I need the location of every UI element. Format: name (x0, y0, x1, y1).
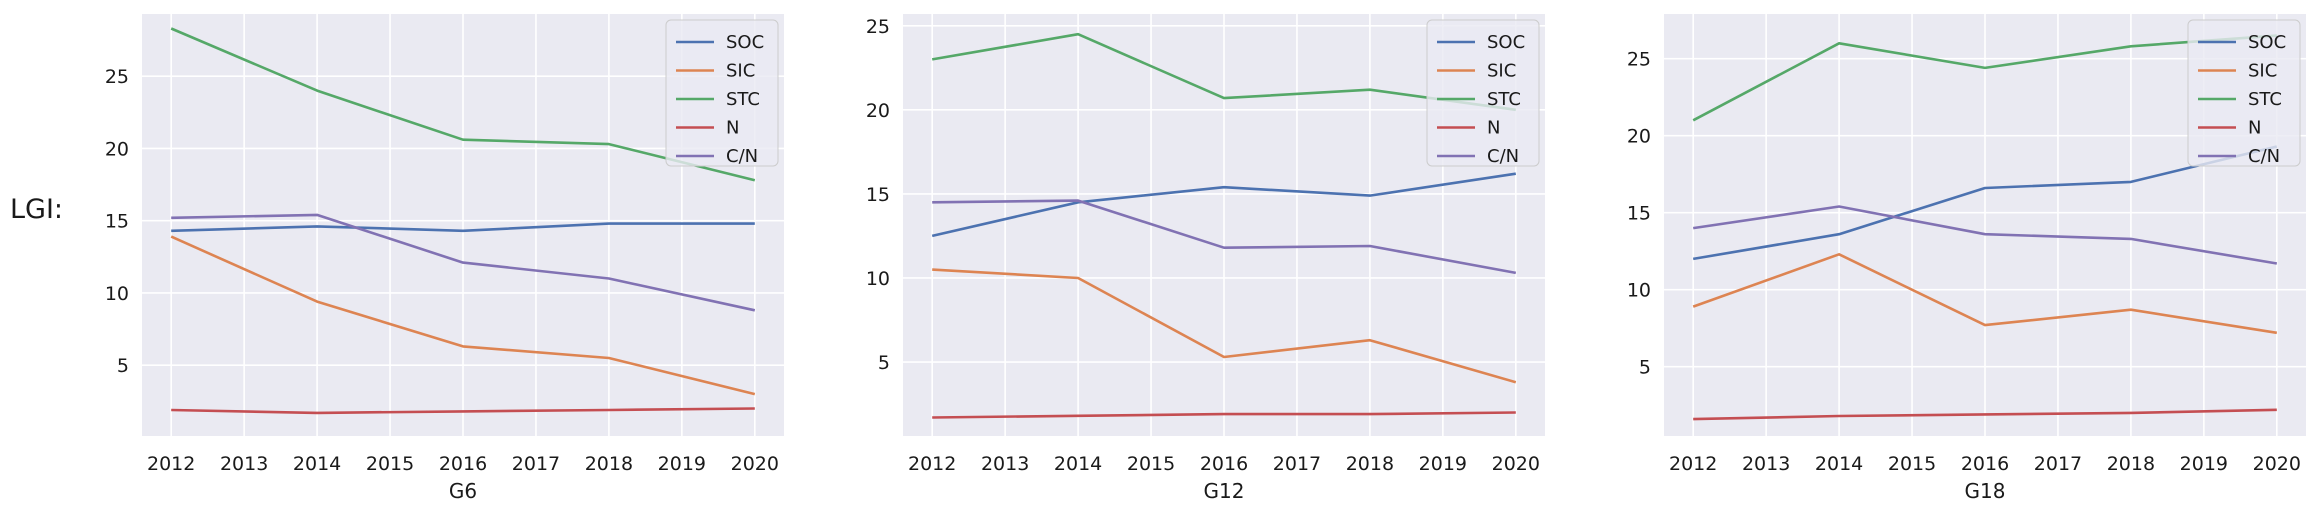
series-line-stc (170, 27, 756, 182)
x-tick-label: 2013 (981, 453, 1029, 475)
x-tick-label: 2014 (1054, 453, 1102, 475)
y-tick-label: 5 (878, 352, 890, 374)
legend-label: SOC (2248, 32, 2286, 53)
legend-label: N (726, 118, 739, 139)
legend-box (1426, 19, 1540, 167)
x-tick-label: 2012 (1669, 453, 1717, 475)
legend-label: SIC (2248, 61, 2277, 82)
y-tick-label: 20 (105, 138, 129, 160)
legend-box (2187, 19, 2301, 167)
legend-label: STC (2248, 89, 2282, 110)
x-axis-label: G6 (449, 479, 477, 503)
x-tick-label: 2017 (2034, 453, 2082, 475)
x-tick-label: 2013 (220, 453, 268, 475)
x-axis-label: G12 (1204, 479, 1245, 503)
legend: SOC SIC STC N C/N (1426, 19, 1540, 167)
y-tick-label: 10 (1627, 280, 1651, 302)
series-line-sic (1692, 253, 2278, 335)
series-line-cn (932, 199, 1517, 275)
legend-label: N (1487, 118, 1500, 139)
legend-label: C/N (1487, 146, 1519, 167)
legend-label: SOC (726, 32, 764, 53)
y-tick-label: 20 (1627, 126, 1651, 148)
y-tick-label: 25 (105, 66, 129, 88)
x-tick-label: 2019 (658, 453, 706, 475)
legend-label: STC (726, 89, 760, 110)
subplot-g18: 2012 2013 2014 2015 2016 2017 2018 2019 2020 5 10 1… (1627, 14, 2306, 503)
legend: SOC SIC STC N C/N (2187, 19, 2301, 167)
y-tick-label: 15 (105, 211, 129, 233)
x-tick-label: 2012 (147, 453, 195, 475)
x-tick-label: 2016 (439, 453, 487, 475)
y-tick-label: 25 (1627, 49, 1651, 71)
legend-label: C/N (726, 146, 758, 167)
series-line-soc (931, 172, 1516, 238)
x-tick-label: 2014 (293, 453, 341, 475)
series-line-soc (171, 222, 755, 233)
legend-label: SOC (1487, 32, 1525, 53)
x-tick-label: 2019 (1419, 453, 1467, 475)
x-tick-label: 2020 (1492, 453, 1540, 475)
y-tick-label: 5 (117, 355, 129, 377)
x-tick-label: 2020 (2253, 453, 2301, 475)
x-tick-label: 2018 (1346, 453, 1394, 475)
y-tick-label: 10 (105, 283, 129, 305)
x-tick-label: 2015 (366, 453, 414, 475)
x-tick-label: 2015 (1127, 453, 1175, 475)
y-tick-label: 25 (866, 16, 890, 38)
x-tick-label: 2015 (1888, 453, 1936, 475)
x-tick-label: 2016 (1961, 453, 2009, 475)
x-tick-label: 2013 (1742, 453, 1790, 475)
y-tick-label: 15 (866, 184, 890, 206)
series-line-sic (170, 235, 756, 396)
series-line-stc (1692, 34, 2277, 122)
y-tick-label: 10 (866, 268, 890, 290)
x-tick-label: 2017 (512, 453, 560, 475)
series-line-sic (932, 268, 1517, 384)
legend-label: SIC (726, 61, 755, 82)
x-tick-label: 2019 (2180, 453, 2228, 475)
series-line-n (171, 407, 755, 415)
subplot-g6: 2012 2013 2014 2015 2016 2017 2018 2019 2020 5 10 1… (105, 14, 784, 503)
series-line-cn (1693, 205, 2278, 265)
subplot-g12: 2012 2013 2014 2015 2016 2017 2018 2019 2020 5 10 1… (866, 14, 1545, 503)
y-tick-label: 5 (1639, 357, 1651, 379)
series-line-cn (171, 213, 756, 312)
legend-box (665, 19, 779, 167)
x-tick-label: 2016 (1200, 453, 1248, 475)
y-tick-label: 20 (866, 100, 890, 122)
series-line-n (932, 411, 1516, 419)
series-line-n (1693, 408, 2277, 421)
x-axis-label: G18 (1965, 479, 2006, 503)
row-label: LGI: (10, 194, 63, 225)
series-line-stc (931, 32, 1516, 112)
legend-label: SIC (1487, 61, 1516, 82)
x-tick-label: 2018 (2107, 453, 2155, 475)
x-tick-label: 2018 (585, 453, 633, 475)
legend-label: STC (1487, 89, 1521, 110)
x-tick-label: 2014 (1815, 453, 1863, 475)
x-tick-label: 2020 (731, 453, 779, 475)
x-tick-label: 2017 (1273, 453, 1321, 475)
legend-label: C/N (2248, 146, 2280, 167)
y-tick-label: 15 (1627, 203, 1651, 225)
x-tick-label: 2012 (908, 453, 956, 475)
series-line-soc (1692, 145, 2278, 261)
legend: SOC SIC STC N C/N (665, 19, 779, 167)
legend-label: N (2248, 118, 2261, 139)
